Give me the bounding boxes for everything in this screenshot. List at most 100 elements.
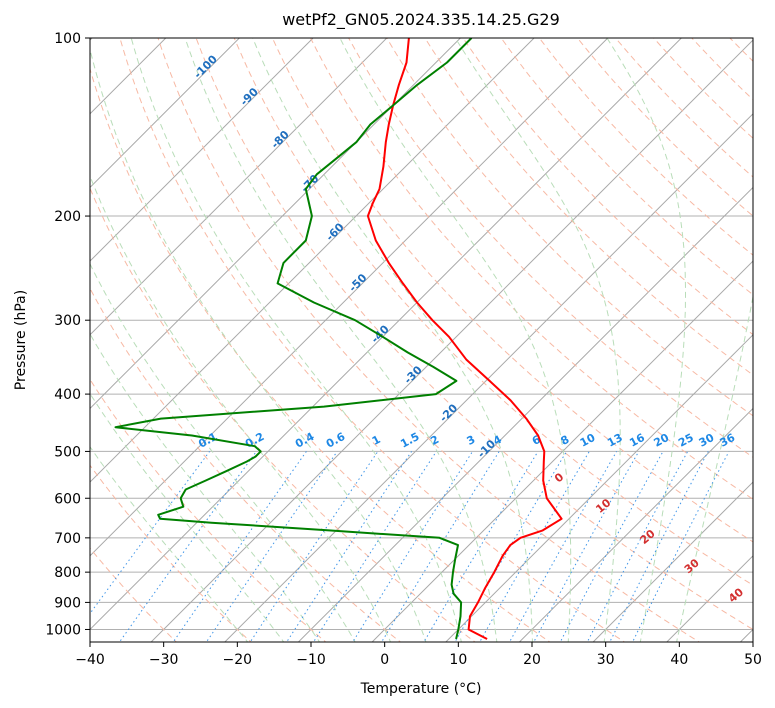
isotherm-label: -50 xyxy=(346,271,369,294)
y-axis: 1000 900 800 700 600 500 400 300 200 100 xyxy=(45,31,90,638)
dry-adiabat-line xyxy=(462,38,753,336)
isotherm-line xyxy=(739,628,753,642)
mixing-ratio-line xyxy=(586,451,689,642)
isotherm-line xyxy=(445,334,753,642)
x-tick-label: 50 xyxy=(744,652,762,668)
plot-frame xyxy=(89,37,754,643)
moist-adiabat-line xyxy=(90,47,427,642)
moist-adiabat-line xyxy=(454,38,621,642)
moist-adiabat-line xyxy=(90,332,321,642)
isotherm-label: -90 xyxy=(238,85,261,108)
mixing-ratio-label: 0.4 xyxy=(293,430,317,451)
mixing-ratio-label: 3 xyxy=(465,433,478,448)
moist-adiabat-line xyxy=(90,392,285,642)
dry-adiabat-line xyxy=(729,38,753,62)
mixing-ratio-labels: 0.1 0.2 0.4 0.6 1 1.5 2 3 4 6 8 10 13 16 20 25 30 36 xyxy=(196,430,737,451)
isotherm-line xyxy=(518,407,753,642)
mixing-ratio-line xyxy=(609,451,709,642)
x-tick-label: 40 xyxy=(670,652,688,668)
isotherm-line xyxy=(90,38,609,557)
dewpoint-line xyxy=(114,38,473,640)
dry-adiabat-line xyxy=(755,25,775,645)
moist-adiabat-label: 0 xyxy=(552,470,566,485)
isotherm-line xyxy=(90,38,241,189)
dry-adiabat-line xyxy=(538,38,753,256)
isotherm-line xyxy=(90,38,462,410)
isotherm-line xyxy=(297,186,753,642)
mixing-ratio-label: 16 xyxy=(627,431,647,450)
x-tick-label: 30 xyxy=(597,652,615,668)
isotherm-line xyxy=(592,481,753,642)
moist-adiabat-label: 20 xyxy=(638,527,658,547)
moist-adiabat-line xyxy=(90,446,249,642)
mixing-ratio-line xyxy=(205,451,338,642)
isotherm-line xyxy=(666,555,753,642)
x-tick-label: −20 xyxy=(223,652,253,668)
mixing-ratio-label: 30 xyxy=(697,431,717,450)
y-tick-label: 200 xyxy=(54,209,81,225)
x-tick-label: −40 xyxy=(75,652,105,668)
y-tick-label: 100 xyxy=(54,31,81,47)
dry-adiabat-line xyxy=(119,38,626,642)
mixing-ratio-line xyxy=(381,451,500,642)
y-tick-label: 1000 xyxy=(45,622,81,638)
dry-adiabat-line xyxy=(653,38,753,139)
mixing-ratio-line xyxy=(632,451,730,642)
mixing-ratio-label: 8 xyxy=(559,433,572,448)
mixing-ratio-label: 0.2 xyxy=(243,430,266,451)
y-tick-label: 400 xyxy=(54,387,81,403)
x-tick-label: −10 xyxy=(296,652,326,668)
dry-adiabat-line xyxy=(386,38,753,417)
y-tick-label: 700 xyxy=(54,531,81,547)
dry-adiabat-line xyxy=(500,38,753,296)
y-axis-label: Pressure (hPa) xyxy=(13,290,29,390)
x-tick-label: 0 xyxy=(380,652,389,668)
dry-adiabat-line xyxy=(90,378,327,642)
mixing-ratio-line xyxy=(286,451,413,642)
dry-adiabat-line xyxy=(424,38,753,376)
x-axis-label: Temperature (°C) xyxy=(360,681,482,697)
moist-adiabat-label: 10 xyxy=(593,496,613,516)
isotherm-label: -80 xyxy=(269,128,292,151)
mixing-ratio-label: 25 xyxy=(676,431,696,450)
isotherm-line xyxy=(150,39,753,642)
moist-adiabat-line xyxy=(184,38,498,642)
y-tick-label: 600 xyxy=(54,491,81,507)
mixing-ratio-label: 2 xyxy=(428,433,441,448)
dry-adiabat-line xyxy=(271,38,753,543)
isotherm-label: -20 xyxy=(437,401,460,424)
moist-adiabat-line xyxy=(676,293,753,642)
isotherm-label: -60 xyxy=(323,220,346,243)
x-tick-label: 10 xyxy=(449,652,467,668)
dry-adiabat-line xyxy=(90,67,551,642)
mixing-ratio-label: 1.5 xyxy=(398,430,421,451)
x-tick-label: 20 xyxy=(523,652,541,668)
isotherm-line xyxy=(224,113,753,642)
dry-adiabat-line xyxy=(90,287,402,642)
moist-adiabat-line xyxy=(90,174,392,642)
mixing-ratio-line xyxy=(559,451,664,642)
chart-title: wetPf2_GN05.2024.335.14.25.G29 xyxy=(282,10,560,30)
dry-adiabat-line xyxy=(90,464,252,642)
mixing-ratio-label: 0.6 xyxy=(324,430,348,451)
temperature-line xyxy=(366,38,563,640)
background-lines xyxy=(90,25,775,645)
x-tick-label: −30 xyxy=(149,652,179,668)
isotherm-label: -100 xyxy=(191,52,220,81)
mixing-ratio-line xyxy=(172,451,307,642)
dry-adiabat-line xyxy=(195,38,753,631)
y-tick-label: 300 xyxy=(54,313,81,329)
mixing-ratio-label: 13 xyxy=(605,431,625,450)
dry-adiabat-line xyxy=(691,38,753,101)
y-tick-label: 500 xyxy=(54,444,81,460)
moist-adiabat-line xyxy=(606,38,686,642)
isotherm-line xyxy=(90,38,314,262)
y-tick-label: 800 xyxy=(54,565,81,581)
mixing-ratio-line xyxy=(423,451,539,642)
isotherm-label: -30 xyxy=(402,363,425,386)
mixing-ratio-label: 1 xyxy=(370,433,383,448)
mixing-ratio-label: 20 xyxy=(652,431,672,450)
isotherm-line xyxy=(90,38,683,631)
mixing-ratio-label: 36 xyxy=(717,431,737,450)
